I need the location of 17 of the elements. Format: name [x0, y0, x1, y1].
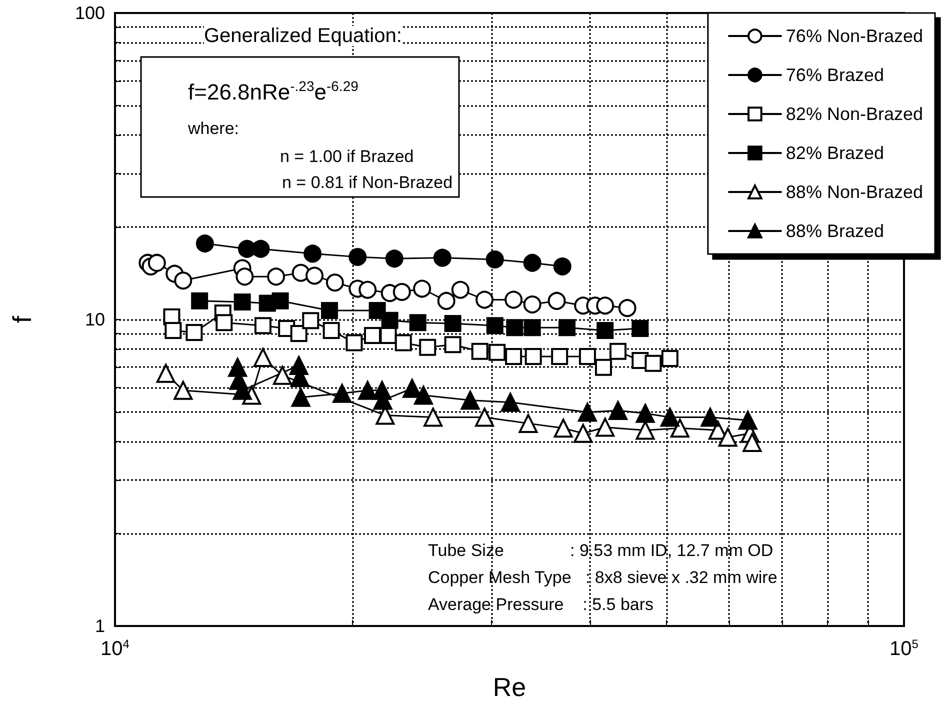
legend-label: 82% Non-Brazed — [786, 104, 924, 124]
legend-label: 76% Brazed — [786, 65, 884, 85]
y-tick-label: 1 — [94, 616, 105, 636]
legend-label: 88% Brazed — [786, 221, 884, 241]
annotation: Tube Size : 9.53 mm ID, 12.7 mm OD — [428, 541, 774, 560]
y-tick-label: 10 — [84, 310, 105, 330]
legend-label: 82% Brazed — [786, 143, 884, 163]
legend-label: 76% Non-Brazed — [786, 26, 924, 46]
annotation: n = 1.00 if Brazed — [280, 147, 414, 166]
annotation: Generalized Equation: — [204, 25, 402, 47]
legend-label: 88% Non-Brazed — [786, 182, 924, 202]
annotation: n = 0.81 if Non-Brazed — [282, 173, 453, 192]
y-axis-title: f — [7, 315, 37, 324]
x-axis-title: Re — [492, 672, 526, 702]
annotation: where: — [187, 119, 240, 138]
y-tick-label: 100 — [74, 3, 105, 23]
annotation: Average Pressure : 5.5 bars — [428, 595, 654, 614]
